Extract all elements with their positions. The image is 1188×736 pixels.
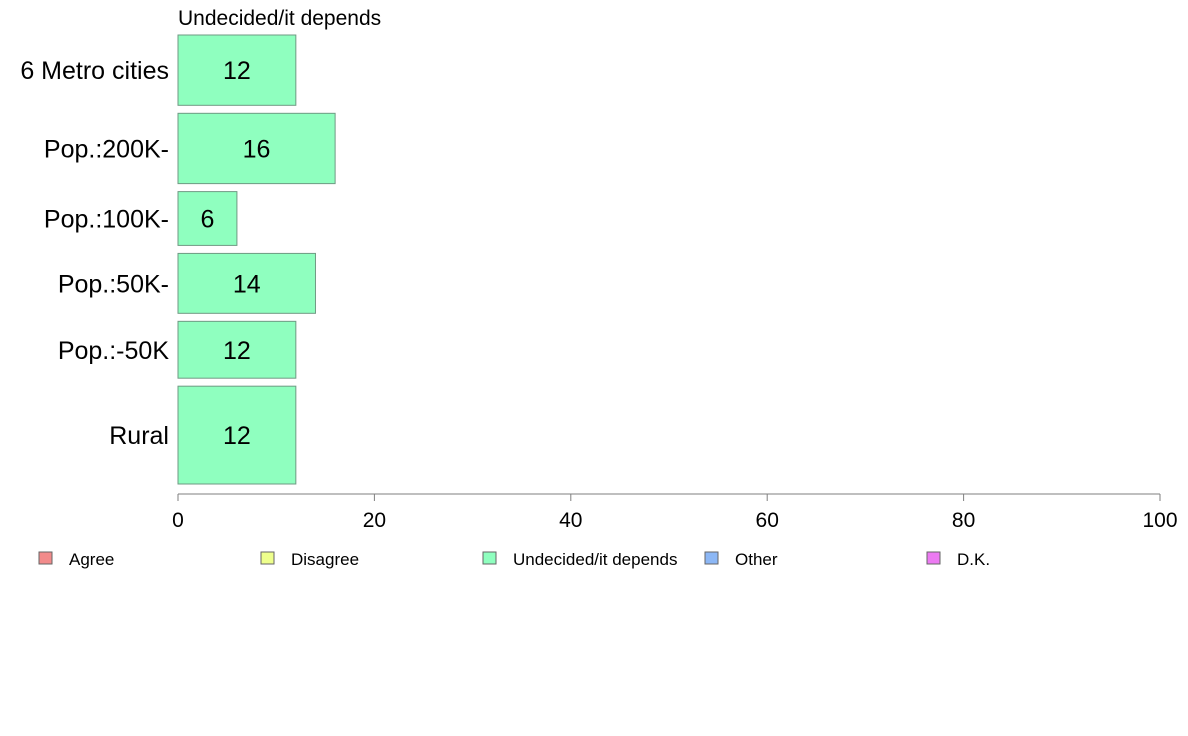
legend-label: D.K. xyxy=(957,550,990,569)
data-label: 12 xyxy=(223,57,251,85)
category-label: Pop.:200K- xyxy=(44,135,169,163)
legend-label: Disagree xyxy=(291,550,359,569)
legend-swatch xyxy=(260,551,275,565)
chart-title: Undecided/it depends xyxy=(178,7,381,30)
legend-swatch xyxy=(38,551,53,565)
legend: Agree Disagree Undecided/it depends Other D.… xyxy=(38,550,990,569)
bar xyxy=(177,34,297,106)
legend-swatch xyxy=(926,551,941,565)
x-tick-label: 0 xyxy=(172,509,184,532)
bar xyxy=(177,252,316,314)
bar xyxy=(177,320,297,379)
bar xyxy=(177,385,297,485)
legend-label: Other xyxy=(735,550,778,569)
data-label: 12 xyxy=(223,422,251,450)
category-label: Rural xyxy=(109,422,169,450)
x-tick-label: 80 xyxy=(952,509,975,532)
data-label: 6 xyxy=(201,206,215,234)
x-tick-label: 60 xyxy=(756,509,779,532)
legend-label: Undecided/it depends xyxy=(513,550,677,569)
data-label: 14 xyxy=(233,270,261,298)
legend-label: Agree xyxy=(69,550,114,569)
bar xyxy=(177,191,238,246)
legend-swatch xyxy=(704,551,719,565)
category-label: Pop.:50K- xyxy=(58,270,169,298)
category-label: 6 Metro cities xyxy=(20,57,169,85)
category-label: Pop.:100K- xyxy=(44,206,169,234)
bar xyxy=(177,112,336,185)
x-tick-label: 100 xyxy=(1142,509,1177,532)
legend-swatch xyxy=(482,551,497,565)
x-tick-label: 40 xyxy=(559,509,582,532)
x-tick-label: 20 xyxy=(363,509,386,532)
x-axis: 0 20 40 60 80 100 xyxy=(172,493,1178,532)
category-label: Pop.:-50K xyxy=(58,337,170,365)
bars-layer: 6 Metro cities 12 Pop.:200K- 16 Pop.:100K- 6 P… xyxy=(20,34,336,485)
data-label: 12 xyxy=(223,337,251,365)
data-label: 16 xyxy=(243,135,271,163)
